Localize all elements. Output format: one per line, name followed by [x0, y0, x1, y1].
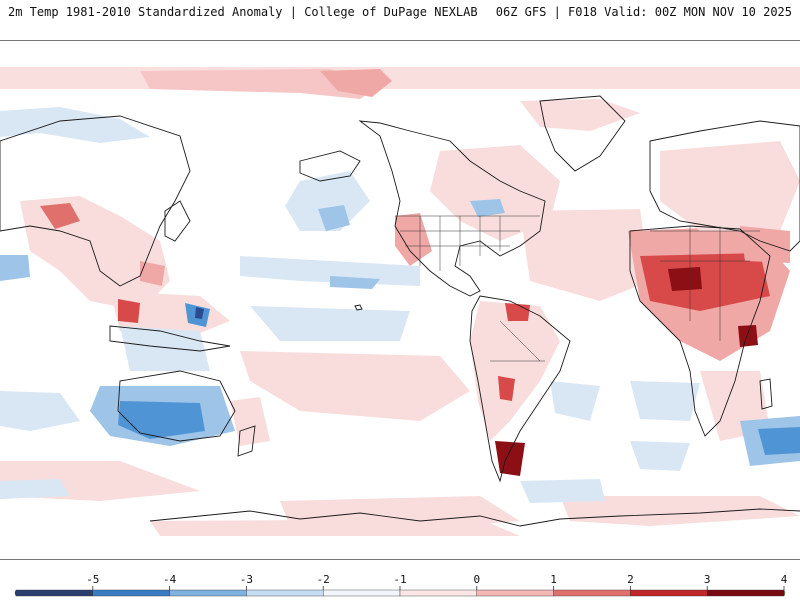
cool-anomaly-area [0, 479, 70, 499]
cool-anomaly-area [550, 381, 600, 421]
coastlines [0, 95, 800, 527]
colorbar-segment [707, 589, 785, 597]
colorbar-segment [15, 589, 94, 597]
warm-anomaly-area [495, 441, 525, 476]
warm-anomaly-area [470, 301, 560, 441]
coastline-madagascar [759, 378, 773, 410]
cool-anomaly-area [0, 391, 80, 431]
cool-anomaly-area [195, 307, 204, 319]
warm-anomaly-area [640, 253, 770, 311]
coastline-asia-west [0, 115, 191, 287]
cool-anomaly-area [330, 276, 380, 289]
colorbar-segment [169, 589, 247, 597]
cool-anomaly-area [0, 255, 30, 281]
warm-anomaly-area [560, 496, 800, 526]
warm-anomaly-area [498, 376, 515, 401]
colorbar-tick-label: -4 [163, 573, 177, 586]
colorbar-tick-label: 3 [704, 573, 711, 586]
colorbar-tick-label: 0 [473, 573, 480, 586]
warm-anomaly-area [118, 299, 140, 323]
warm-anomaly-area [668, 267, 702, 291]
colorbar-tick-label: -1 [393, 573, 406, 586]
warm-anomaly-area [395, 213, 432, 266]
warm-anomaly-area [320, 69, 392, 97]
world-map [0, 40, 800, 560]
colorbar-tick-label: 4 [781, 573, 788, 586]
warm-anomaly-area [0, 67, 800, 89]
colorbar-tick-label: -2 [317, 573, 330, 586]
cool-anomaly-area [630, 381, 700, 421]
coastline-greenland [539, 95, 626, 172]
colorbar-arrow-high [783, 589, 786, 597]
colorbar-segment [476, 589, 554, 597]
warm-anomaly-area [738, 325, 758, 347]
cool-anomaly-area [120, 326, 210, 371]
warm-anomaly-area [140, 69, 380, 99]
anomaly-map-svg [0, 41, 800, 559]
warm-anomaly-area [520, 209, 650, 301]
warm-anomaly-area [40, 203, 80, 229]
coastline-japan [164, 200, 191, 242]
coastline-hawaii [354, 304, 363, 311]
colorbar-tick-label: 2 [627, 573, 634, 586]
colorbar-segments [14, 589, 786, 597]
colorbar-segment [92, 589, 170, 597]
coastline-indonesia [109, 325, 231, 352]
warm-anomaly-area [520, 99, 640, 131]
cool-anomaly-area [758, 427, 800, 455]
cool-anomaly-area [240, 256, 420, 286]
colorbar-tick-label: -5 [86, 573, 99, 586]
coastline-africa [629, 225, 771, 437]
cool-anomaly-area [285, 171, 370, 231]
colorbar-segment [553, 589, 631, 597]
colorbar-tick-label: 1 [550, 573, 557, 586]
cool-anomaly-area [0, 107, 150, 143]
coastline-australia [117, 370, 236, 442]
coastline-antarctica [149, 508, 800, 527]
colorbar-tick-label: -3 [240, 573, 253, 586]
anomaly-shading [0, 67, 800, 536]
colorbar-ticks: -5-4-3-2-1012345 [86, 573, 788, 590]
cool-anomaly-area [318, 205, 350, 231]
warm-anomaly-area [240, 351, 470, 421]
border-lines [499, 320, 541, 362]
political-borders [395, 215, 760, 362]
colorbar-segment [246, 589, 324, 597]
warm-anomaly-area [740, 226, 790, 263]
coastline-alaska [299, 150, 361, 182]
warm-anomaly-area [150, 519, 520, 536]
cool-anomaly-area [118, 401, 205, 439]
warm-anomaly-area [140, 261, 165, 286]
map-title: 2m Temp 1981-2010 Standardized Anomaly |… [8, 5, 478, 19]
cool-anomaly-area [520, 479, 605, 503]
coastline-eurasia [649, 120, 800, 252]
cool-anomaly-area [470, 199, 505, 217]
warm-anomaly-area [660, 141, 800, 231]
colorbar-legend: -5-4-3-2-1012345 [14, 573, 788, 597]
coastline-south-america [469, 295, 571, 483]
coastline-north-america [358, 120, 546, 297]
cool-anomaly-area [250, 306, 410, 341]
colorbar-segment [323, 589, 401, 597]
colorbar-segment [399, 589, 478, 597]
colorbar-segment [630, 589, 708, 597]
coastline-new-zealand [237, 425, 256, 457]
warm-anomaly-area [505, 303, 530, 321]
cool-anomaly-area [630, 441, 690, 471]
model-run-info: 06Z GFS | F018 Valid: 00Z MON NOV 10 202… [495, 5, 792, 19]
